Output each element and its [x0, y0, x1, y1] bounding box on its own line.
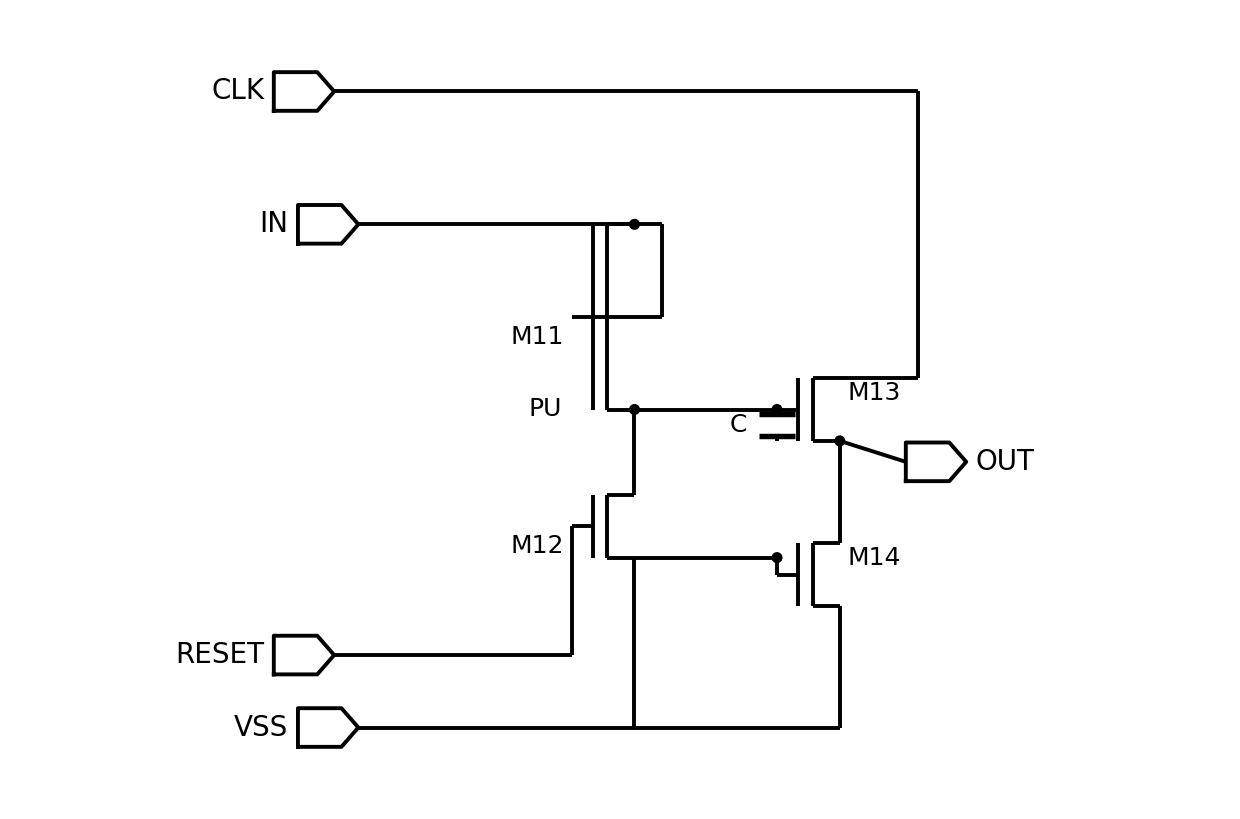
Text: C: C: [729, 414, 746, 437]
Circle shape: [773, 405, 782, 414]
Text: VSS: VSS: [234, 713, 288, 741]
Text: M11: M11: [511, 325, 564, 349]
Circle shape: [630, 405, 640, 414]
Text: CLK: CLK: [211, 78, 264, 106]
Circle shape: [630, 219, 640, 229]
Text: PU: PU: [528, 397, 562, 422]
Text: OUT: OUT: [976, 448, 1034, 476]
Text: RESET: RESET: [175, 641, 264, 669]
Text: M13: M13: [848, 382, 901, 405]
Text: IN: IN: [259, 210, 288, 238]
Text: M12: M12: [510, 534, 564, 559]
Circle shape: [773, 553, 782, 563]
Text: M14: M14: [848, 546, 901, 571]
Circle shape: [835, 436, 844, 446]
